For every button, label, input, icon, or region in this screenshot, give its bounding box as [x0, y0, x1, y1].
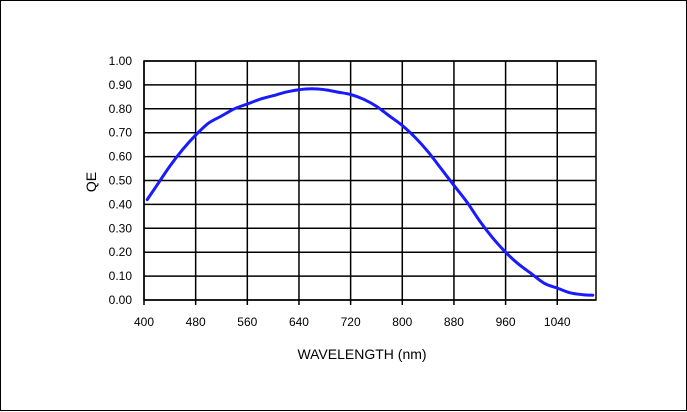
y-axis-title: QE	[83, 172, 99, 192]
grid	[143, 60, 596, 305]
x-tick-label: 880	[444, 315, 464, 329]
y-tick-label: 0.40	[109, 197, 133, 211]
qe-curve	[145, 87, 595, 297]
y-tick-label: 0.10	[109, 269, 133, 283]
y-tick-label: 0.20	[109, 245, 133, 259]
x-tick-label: 960	[496, 315, 516, 329]
y-tick-labels: 0.00 0.10 0.20 0.30 0.40 0.50 0.60 0.70 0.80 0.90…	[109, 54, 133, 307]
y-tick-label: 0.70	[109, 126, 133, 140]
y-tick-label: 1.00	[109, 54, 133, 68]
x-tick-label: 400	[134, 315, 154, 329]
y-tick-label: 0.90	[109, 78, 133, 92]
series-layer	[145, 87, 595, 297]
y-tick-label: 0.60	[109, 150, 133, 164]
x-tick-label: 720	[341, 315, 361, 329]
x-tick-label: 480	[186, 315, 206, 329]
y-tick-label: 0.50	[109, 174, 133, 188]
x-axis-title: WAVELENGTH (nm)	[297, 346, 426, 362]
x-tick-label: 640	[289, 315, 309, 329]
y-tick-label: 0.00	[109, 293, 133, 307]
x-tick-label: 800	[392, 315, 412, 329]
x-tick-label: 560	[237, 315, 257, 329]
y-tick-label: 0.80	[109, 102, 133, 116]
x-tick-labels: 400 480 560 640 720 800 880 960 1040	[134, 315, 571, 329]
y-tick-label: 0.30	[109, 221, 133, 235]
plot-area-border	[143, 60, 597, 301]
x-tick-label: 1040	[544, 315, 571, 329]
